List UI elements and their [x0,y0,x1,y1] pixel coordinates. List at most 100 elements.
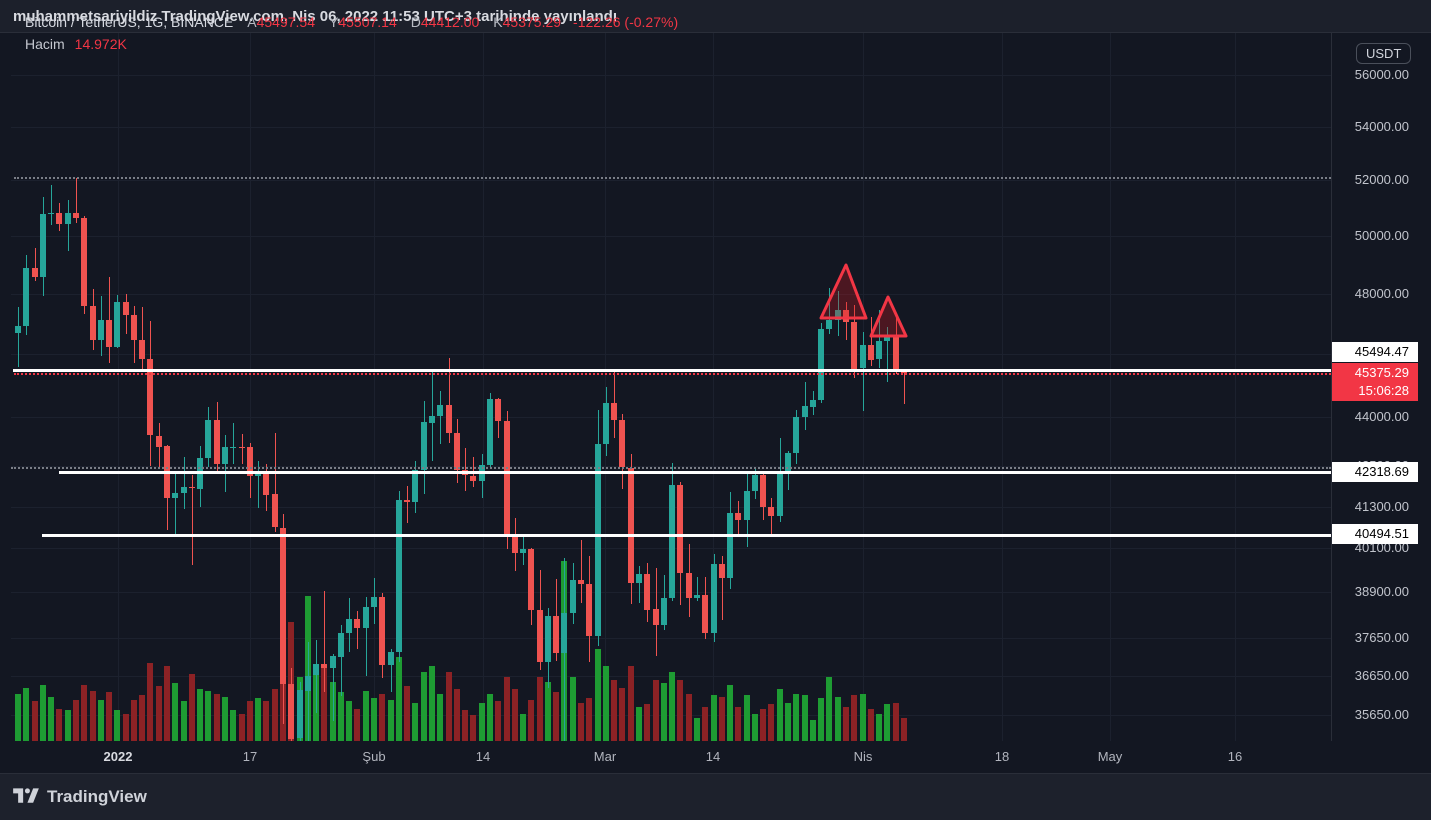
volume-bar [379,694,385,741]
last-price-tag: 45375.29 15:06:28 [1332,363,1418,401]
volume-bar [653,680,659,741]
candle [48,213,54,214]
horizontal-level-line[interactable] [14,177,1331,179]
ohlc-number: 45375.29 [502,14,562,30]
horizontal-level-line[interactable] [59,471,1331,474]
vertical-gridline [1002,33,1003,741]
price-change: -122.26 (-0.27%) [573,14,679,30]
candle-wick [184,457,185,509]
volume-bar [735,707,741,741]
candle [189,487,195,488]
brand-name[interactable]: TradingView [47,787,147,806]
candle [760,475,766,507]
candle [379,597,385,665]
ohlc-prefix: A [247,14,257,30]
price-tick-label: 48000.00 [1354,286,1409,301]
horizontal-level-line[interactable] [42,534,1331,537]
candle [123,302,129,315]
horizontal-level-line[interactable] [11,467,1331,469]
volume-bar [429,666,435,741]
candle [893,336,899,369]
volume-bar [686,694,692,741]
price-axis[interactable]: USDT 56000.00 54000.00 52000.00 50000.00 480… [1331,33,1431,773]
candle [156,436,162,447]
volume-bar [412,703,418,741]
candle [768,507,774,516]
candle [32,268,38,277]
price-tick-label: 56000.00 [1354,67,1409,82]
currency-toggle-button[interactable]: USDT [1356,43,1412,64]
candle-wick [35,248,36,281]
volume-bar [470,715,476,741]
horizontal-gridline [11,417,1331,418]
volume-bar [495,701,501,741]
candle [578,580,584,584]
candle [222,447,228,464]
candle [619,420,625,467]
volume-bar [214,694,220,741]
candle [446,405,452,433]
candle [388,652,394,665]
volume-bar [197,689,203,741]
volume-bar [371,698,377,741]
candle-wick [722,556,723,620]
candle [537,610,543,662]
ohlc-prefix: K [493,14,503,30]
publish-text: muhammetsariyildiz TradingView.com, Nis … [13,8,617,25]
ohlc-value: K45375.29 [493,14,561,30]
symbol-title[interactable]: Bitcoin / TetherUS, 1G, BINANCE [25,14,234,30]
candle-wick [192,475,193,565]
volume-bar [752,714,758,741]
volume-bar [139,695,145,741]
volume-bar [181,701,187,741]
volume-bar [90,691,96,741]
volume-bar [636,707,642,741]
bar-countdown: 15:06:28 [1358,383,1409,398]
candle [644,574,650,610]
volume-bar [230,710,236,741]
volume-bar [570,677,576,741]
volume-bar [744,695,750,741]
candle [40,214,46,277]
candle [230,447,236,448]
volume-bar [437,694,443,741]
candle [330,656,336,668]
candle [56,213,62,224]
ohlc-prefix: D [410,14,421,30]
candle [172,493,178,498]
volume-bar [73,700,79,741]
volume-bar [131,700,137,741]
volume-bar [487,694,493,741]
candle-wick [324,591,325,692]
ohlc-value: Y45507.14 [329,14,397,30]
horizontal-level-line[interactable] [13,369,1331,372]
volume-bar [462,710,468,741]
candle [735,513,741,520]
volume-bar [884,704,890,741]
candle [454,433,460,470]
chart-pane[interactable] [0,33,1331,741]
candle [131,315,137,340]
candle [114,302,120,347]
candle-wick [407,486,408,523]
time-tick-label: 18 [994,749,1010,764]
ohlc-prefix: Y [329,14,339,30]
tradingview-logo-icon[interactable] [13,787,39,807]
triangle-drawing[interactable] [819,263,868,320]
volume-bar [147,663,153,741]
candle [520,549,526,553]
ohlc-number: 45507.14 [338,14,397,30]
candle-wick [771,498,772,536]
candle [288,684,294,739]
time-axis[interactable]: 2022 17 Şub 14 Mar 14 Nis 18 May 16 [0,741,1431,773]
candle [429,416,435,423]
triangle-drawing[interactable] [869,295,908,338]
candle [719,564,725,578]
candle [785,453,791,471]
volume-value: 14.972K [74,36,127,52]
volume-bar [354,709,360,741]
candle [744,491,750,520]
price-tick-label: 52000.00 [1354,172,1409,187]
volume-bar [512,689,518,741]
